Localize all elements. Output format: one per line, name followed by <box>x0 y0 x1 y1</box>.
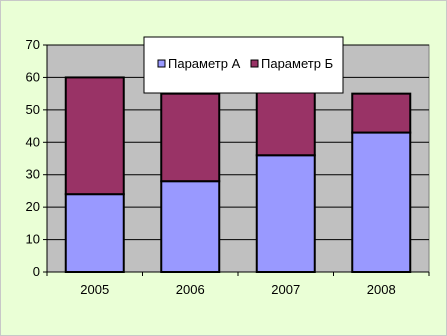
y-tick-label: 30 <box>26 167 40 182</box>
x-tick-labels: 2005 2006 2007 2008 <box>80 282 395 297</box>
bars <box>64 76 412 274</box>
y-tick-labels: 0 10 20 30 40 50 60 70 <box>26 37 40 279</box>
bar-parameter-a-2007 <box>255 154 316 273</box>
y-tick-label: 0 <box>33 264 40 279</box>
y-tick-label: 40 <box>26 134 40 149</box>
bar-parameter-b-2008 <box>351 92 412 134</box>
bar-parameter-a-2006 <box>160 180 221 273</box>
y-tick-label: 70 <box>26 37 40 52</box>
bar-parameter-b-2007 <box>255 89 316 157</box>
bar-parameter-b-2006 <box>160 92 221 183</box>
bar-parameter-a-2008 <box>351 131 412 273</box>
x-tick-label: 2008 <box>367 282 396 297</box>
legend: Параметр А Параметр Б <box>143 36 344 94</box>
x-tick-label: 2005 <box>80 282 109 297</box>
x-tick-label: 2007 <box>271 282 300 297</box>
bar-parameter-b-2005 <box>64 76 125 196</box>
legend-label-parameter-a: Параметр А <box>168 56 241 71</box>
legend-swatch-parameter-a <box>157 59 166 68</box>
bar-parameter-a-2005 <box>64 193 125 274</box>
y-tick-label: 60 <box>26 69 40 84</box>
y-tick-label: 10 <box>26 232 40 247</box>
x-tick-label: 2006 <box>176 282 205 297</box>
y-tick-label: 20 <box>26 199 40 214</box>
legend-box <box>143 36 344 94</box>
y-tick-label: 50 <box>26 102 40 117</box>
legend-swatch-parameter-b <box>250 59 259 68</box>
axes <box>43 44 430 276</box>
legend-label-parameter-b: Параметр Б <box>261 56 333 71</box>
